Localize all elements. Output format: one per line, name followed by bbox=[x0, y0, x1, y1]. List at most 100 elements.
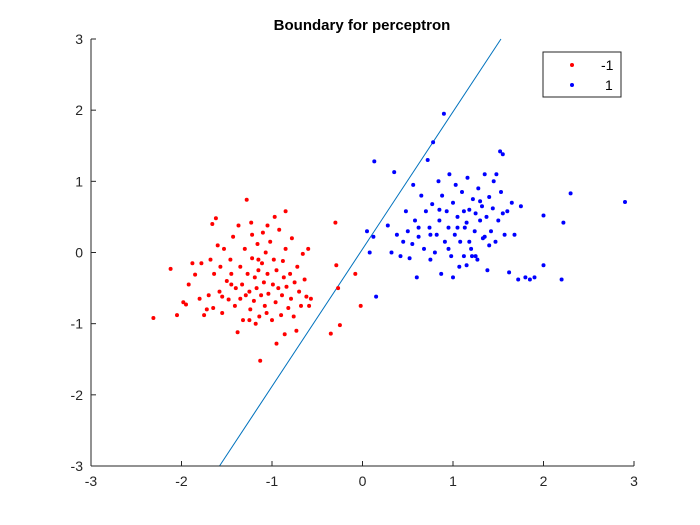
data-point bbox=[487, 195, 492, 199]
data-point bbox=[282, 332, 287, 337]
data-point bbox=[623, 200, 627, 204]
data-point bbox=[518, 204, 523, 209]
data-point bbox=[430, 202, 435, 207]
data-point bbox=[249, 220, 254, 225]
data-point bbox=[451, 200, 455, 205]
data-point bbox=[218, 264, 223, 269]
data-point bbox=[268, 239, 273, 244]
data-point bbox=[232, 303, 237, 308]
data-point bbox=[261, 280, 266, 285]
data-point bbox=[186, 282, 191, 287]
y-tick-label: 1 bbox=[75, 173, 83, 189]
series-negative bbox=[151, 197, 363, 363]
data-point bbox=[280, 259, 285, 263]
data-point bbox=[244, 197, 249, 202]
data-point bbox=[260, 230, 265, 235]
data-point bbox=[238, 264, 243, 269]
data-point bbox=[337, 323, 342, 328]
x-tick-label: 2 bbox=[540, 473, 548, 489]
data-point bbox=[470, 254, 474, 259]
data-point bbox=[272, 214, 277, 219]
x-tick-label: 3 bbox=[630, 473, 638, 489]
data-point bbox=[367, 250, 372, 255]
data-point bbox=[294, 328, 299, 333]
data-point bbox=[254, 286, 259, 291]
data-point bbox=[235, 330, 240, 335]
data-point bbox=[473, 254, 478, 259]
data-point bbox=[175, 313, 179, 318]
data-point bbox=[202, 313, 207, 318]
data-point bbox=[485, 268, 490, 273]
data-point bbox=[273, 300, 278, 305]
data-point bbox=[467, 207, 472, 212]
data-point bbox=[333, 220, 338, 225]
data-point bbox=[250, 232, 255, 237]
data-point bbox=[222, 246, 226, 251]
data-point bbox=[461, 209, 466, 214]
data-point bbox=[447, 172, 452, 177]
data-point bbox=[297, 289, 302, 294]
data-point bbox=[480, 204, 484, 209]
data-point bbox=[385, 223, 390, 228]
data-point bbox=[210, 222, 215, 226]
data-point bbox=[168, 266, 173, 271]
x-tick-label: 0 bbox=[359, 473, 367, 489]
data-point bbox=[252, 275, 257, 280]
data-point bbox=[464, 220, 469, 225]
data-point bbox=[264, 311, 269, 315]
data-point bbox=[509, 200, 514, 205]
data-point bbox=[270, 282, 275, 287]
data-point bbox=[255, 242, 260, 246]
data-point bbox=[181, 300, 186, 305]
data-point bbox=[440, 193, 445, 198]
data-point bbox=[259, 293, 264, 298]
data-point bbox=[229, 271, 234, 276]
data-point bbox=[328, 331, 333, 336]
data-point bbox=[256, 268, 261, 273]
y-tick-label: 3 bbox=[75, 31, 83, 47]
data-point bbox=[229, 282, 234, 287]
data-point bbox=[523, 275, 528, 280]
data-point bbox=[455, 214, 460, 219]
data-point bbox=[491, 179, 496, 184]
data-point bbox=[482, 234, 487, 239]
data-point bbox=[428, 232, 433, 237]
data-point bbox=[487, 243, 492, 248]
data-point bbox=[236, 223, 241, 228]
data-point bbox=[465, 175, 470, 180]
data-point bbox=[442, 239, 447, 244]
data-point bbox=[449, 254, 454, 259]
data-point bbox=[276, 286, 281, 291]
y-tick-label: 2 bbox=[75, 102, 83, 118]
data-point bbox=[336, 286, 341, 291]
data-point bbox=[299, 303, 303, 308]
data-point bbox=[458, 239, 463, 244]
data-point bbox=[215, 243, 220, 248]
data-point bbox=[462, 225, 467, 230]
data-point bbox=[423, 209, 428, 214]
data-point bbox=[217, 289, 222, 294]
data-point bbox=[389, 250, 394, 255]
data-point bbox=[289, 296, 293, 301]
data-point bbox=[446, 246, 451, 251]
data-point bbox=[434, 232, 439, 237]
data-point bbox=[398, 254, 403, 259]
data-point bbox=[436, 179, 441, 184]
chart-title: Boundary for perceptron bbox=[274, 17, 451, 34]
data-point bbox=[211, 306, 216, 310]
y-tick-label: 0 bbox=[75, 245, 83, 261]
data-point bbox=[220, 294, 225, 299]
data-point bbox=[199, 261, 204, 266]
data-point bbox=[265, 223, 270, 228]
data-point bbox=[243, 293, 248, 298]
data-point bbox=[233, 286, 238, 291]
data-point bbox=[295, 264, 300, 269]
data-point bbox=[302, 277, 307, 282]
legend-marker-negative bbox=[570, 63, 574, 67]
decision-boundary-line bbox=[219, 38, 502, 467]
data-point bbox=[527, 277, 532, 282]
data-point bbox=[274, 268, 279, 273]
legend-label-positive: 1 bbox=[605, 77, 613, 93]
decision-boundary-layer bbox=[219, 38, 502, 467]
